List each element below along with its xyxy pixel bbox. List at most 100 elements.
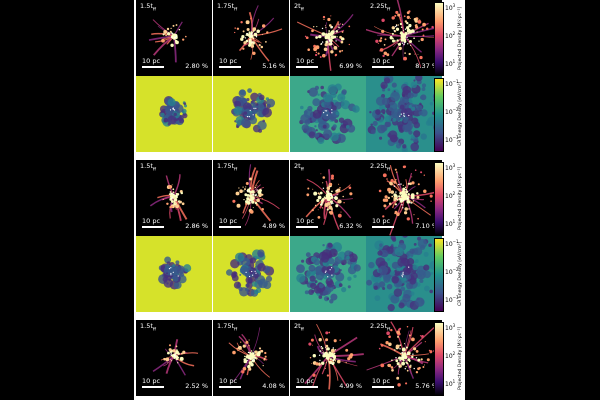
density-colorbar bbox=[434, 322, 444, 396]
density-panel: 2.25tff 10 pc 5.76 % bbox=[366, 320, 442, 396]
tick-base: 10 bbox=[445, 165, 453, 172]
density-panel: 1.5tff 10 pc 2.52 % bbox=[136, 320, 212, 396]
time-subscript: ff bbox=[300, 167, 304, 173]
cr-colorbar-label: CR Energy Density [eV/cm³] bbox=[458, 241, 463, 306]
scale-bar bbox=[372, 66, 394, 68]
scale-label: 10 pc bbox=[219, 217, 238, 225]
colorbar-tick: 10−2 bbox=[445, 108, 459, 116]
tick-base: 10 bbox=[445, 193, 453, 200]
tick-exponent: −2 bbox=[452, 267, 459, 272]
panel-time-label: 1.75tff bbox=[217, 163, 237, 173]
time-subscript: ff bbox=[152, 327, 156, 333]
tick-base: 10 bbox=[445, 109, 453, 116]
panel-time-label: 1.5tff bbox=[140, 3, 156, 13]
colorbar-tick: 10−3 bbox=[445, 296, 459, 304]
colorbar-tick: 101 bbox=[445, 220, 455, 228]
colorbar-tick: 102 bbox=[445, 352, 455, 360]
percent-label: 2.80 % bbox=[185, 62, 208, 70]
scale-bar bbox=[296, 66, 318, 68]
density-colorbar bbox=[434, 2, 444, 76]
percent-label: 4.99 % bbox=[339, 382, 362, 390]
time-subscript: ff bbox=[387, 7, 391, 13]
scale-bar bbox=[142, 386, 164, 388]
tick-exponent: 1 bbox=[452, 379, 456, 384]
time-value: 2.25t bbox=[370, 322, 388, 330]
colorbar-tick: 10−1 bbox=[445, 240, 459, 248]
scale-bar bbox=[219, 386, 241, 388]
colorbar-tick: 10−3 bbox=[445, 136, 459, 144]
tick-exponent: −3 bbox=[452, 135, 459, 140]
time-subscript: ff bbox=[300, 327, 304, 333]
scale-bar bbox=[219, 66, 241, 68]
cr-energy-panel bbox=[290, 76, 366, 152]
scale-bar bbox=[142, 66, 164, 68]
time-subscript: ff bbox=[300, 7, 304, 13]
scale-bar bbox=[142, 226, 164, 228]
cr-energy-colorbar bbox=[434, 238, 444, 312]
density-panel: 1.75tff 10 pc 4.89 % bbox=[213, 160, 289, 236]
panel-time-label: 2tff bbox=[294, 3, 304, 13]
time-subscript: ff bbox=[234, 167, 238, 173]
time-value: 2.25t bbox=[370, 162, 388, 170]
tick-base: 10 bbox=[445, 353, 453, 360]
panel-time-label: 2.25tff bbox=[370, 323, 390, 333]
colorbar-tick: 102 bbox=[445, 32, 455, 40]
density-colorbar bbox=[434, 162, 444, 236]
tick-exponent: −3 bbox=[452, 295, 459, 300]
tick-exponent: 2 bbox=[452, 351, 456, 356]
scale-bar bbox=[296, 226, 318, 228]
scale-label: 10 pc bbox=[142, 217, 161, 225]
percent-label: 6.99 % bbox=[339, 62, 362, 70]
cr-energy-colorbar bbox=[434, 78, 444, 152]
tick-base: 10 bbox=[445, 5, 453, 12]
tick-base: 10 bbox=[445, 269, 453, 276]
tick-base: 10 bbox=[445, 81, 453, 88]
cr-energy-panel bbox=[290, 236, 366, 312]
time-subscript: ff bbox=[234, 327, 238, 333]
scale-label: 10 pc bbox=[372, 217, 391, 225]
cr-energy-panel bbox=[136, 236, 212, 312]
cr-energy-panel bbox=[213, 236, 289, 312]
cr-energy-panel bbox=[213, 76, 289, 152]
tick-base: 10 bbox=[445, 61, 453, 68]
tick-exponent: 3 bbox=[452, 163, 456, 168]
time-value: 2t bbox=[294, 2, 301, 10]
density-panel: 1.75tff 10 pc 5.16 % bbox=[213, 0, 289, 76]
simulation-figure: 1.5tff 10 pc 2.80 % 1.75tff 10 pc 5.16 % 2tff 1… bbox=[134, 0, 465, 400]
colorbar-tick: 103 bbox=[445, 4, 455, 12]
tick-exponent: 2 bbox=[452, 191, 456, 196]
panel-time-label: 1.5tff bbox=[140, 323, 156, 333]
time-value: 1.5t bbox=[140, 322, 153, 330]
panel-time-label: 2.25tff bbox=[370, 163, 390, 173]
panel-time-label: 1.75tff bbox=[217, 323, 237, 333]
scale-bar bbox=[372, 226, 394, 228]
percent-label: 2.86 % bbox=[185, 222, 208, 230]
cr-colorbar-label: CR Energy Density [eV/cm³] bbox=[458, 81, 463, 146]
tick-exponent: −1 bbox=[452, 239, 459, 244]
density-panel: 2.25tff 10 pc 8.37 % bbox=[366, 0, 442, 76]
tick-exponent: −1 bbox=[452, 79, 459, 84]
panel-time-label: 2tff bbox=[294, 323, 304, 333]
density-panel: 2.25tff 10 pc 7.10 % bbox=[366, 160, 442, 236]
scale-label: 10 pc bbox=[219, 57, 238, 65]
density-panel: 2tff 10 pc 6.32 % bbox=[290, 160, 366, 236]
density-colorbar-label: Projected Density [M☉pc⁻²] bbox=[458, 6, 463, 70]
tick-exponent: 1 bbox=[452, 59, 456, 64]
scale-bar bbox=[219, 226, 241, 228]
scale-label: 10 pc bbox=[142, 377, 161, 385]
tick-exponent: 2 bbox=[452, 31, 456, 36]
percent-label: 4.89 % bbox=[262, 222, 285, 230]
density-panel: 1.5tff 10 pc 2.80 % bbox=[136, 0, 212, 76]
percent-label: 5.76 % bbox=[415, 382, 438, 390]
tick-base: 10 bbox=[445, 33, 453, 40]
time-value: 1.75t bbox=[217, 322, 235, 330]
density-colorbar-label: Projected Density [M☉pc⁻²] bbox=[458, 166, 463, 230]
panel-time-label: 1.5tff bbox=[140, 163, 156, 173]
scale-label: 10 pc bbox=[296, 377, 315, 385]
tick-base: 10 bbox=[445, 381, 453, 388]
colorbar-tick: 10−2 bbox=[445, 268, 459, 276]
density-colorbar-label: Projected Density [M☉pc⁻²] bbox=[458, 326, 463, 390]
time-subscript: ff bbox=[234, 7, 238, 13]
time-subscript: ff bbox=[387, 327, 391, 333]
